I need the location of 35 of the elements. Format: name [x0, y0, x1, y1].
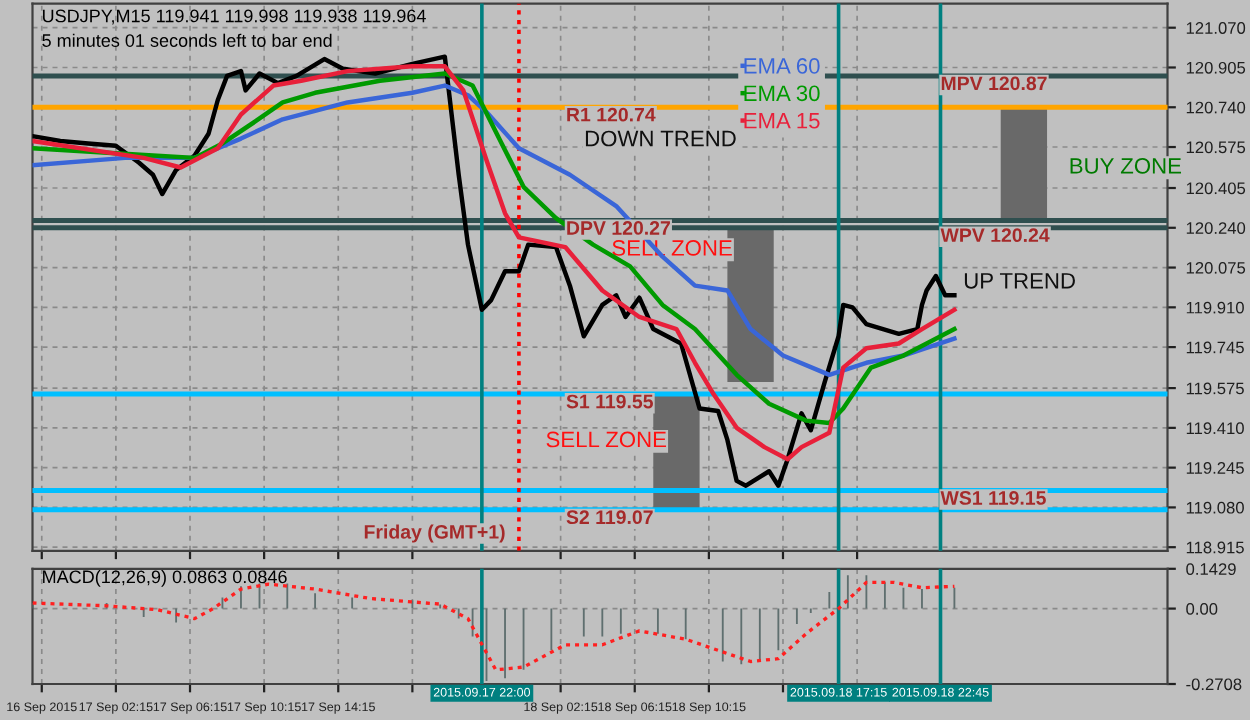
- y-tick-label: 120.240: [1186, 222, 1246, 234]
- text: 5 minutes 01 seconds left to bar end: [42, 33, 332, 47]
- annotation: DOWN TREND: [585, 130, 736, 147]
- legend-label: EMA 15: [744, 113, 820, 129]
- ref-line-label: WS1 119.15: [940, 491, 1046, 505]
- y-tick-label: 119.080: [1186, 501, 1244, 514]
- y-tick-label: 120.075: [1186, 261, 1246, 274]
- y-tick-label: 0.00: [1186, 602, 1218, 615]
- y-tick-label: 121.070: [1186, 22, 1246, 34]
- y-tick-label: 118.915: [1186, 541, 1244, 554]
- chart-title: USDJPY,M15 119.941 119.998 119.938 119.964: [42, 9, 426, 25]
- y-tick-label: 119.745: [1186, 341, 1244, 354]
- y-tick-label: 119.410: [1186, 422, 1244, 435]
- y-tick-label: 119.575: [1186, 382, 1244, 395]
- chart-title: MACD(12,26,9) 0.0863 0.0846: [43, 569, 287, 587]
- y-tick-label: 120.575: [1186, 141, 1246, 154]
- ref-line-label: WPV 120.24: [940, 228, 1050, 243]
- annotation: BUY ZONE: [1070, 157, 1182, 174]
- legend-label: EMA 30: [744, 85, 820, 102]
- ref-line-label: MPV 120.87: [941, 76, 1047, 91]
- y-tick-label: 120.905: [1186, 61, 1246, 74]
- y-tick-label: 119.910: [1186, 301, 1244, 314]
- ref-line-label: DPV 120.27: [567, 221, 670, 235]
- ref-line-label: Friday (GMT+1): [364, 524, 505, 543]
- y-tick-label: 120.740: [1186, 101, 1246, 114]
- annotation: UP TREND: [964, 273, 1075, 289]
- legend-label: EMA 60: [744, 58, 820, 74]
- y-tick-label: -0.2708: [1186, 678, 1242, 691]
- y-tick-label: 119.245: [1186, 462, 1244, 474]
- y-tick-label: 0.1429: [1186, 563, 1236, 575]
- annotation: SELL ZONE: [546, 431, 666, 448]
- ref-line-label: R1 120.74: [567, 107, 656, 122]
- ref-line-label: S2 119.07: [566, 510, 653, 525]
- ref-line-label: S1 119.55: [566, 394, 653, 409]
- y-tick-label: 120.405: [1186, 182, 1246, 195]
